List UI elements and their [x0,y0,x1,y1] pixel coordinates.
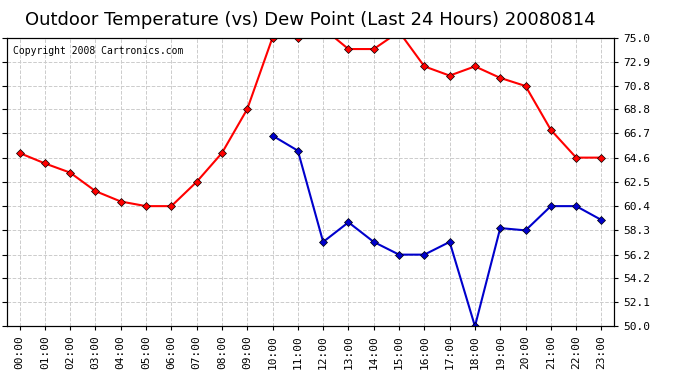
Text: Copyright 2008 Cartronics.com: Copyright 2008 Cartronics.com [13,46,184,56]
Text: Outdoor Temperature (vs) Dew Point (Last 24 Hours) 20080814: Outdoor Temperature (vs) Dew Point (Last… [26,11,595,29]
